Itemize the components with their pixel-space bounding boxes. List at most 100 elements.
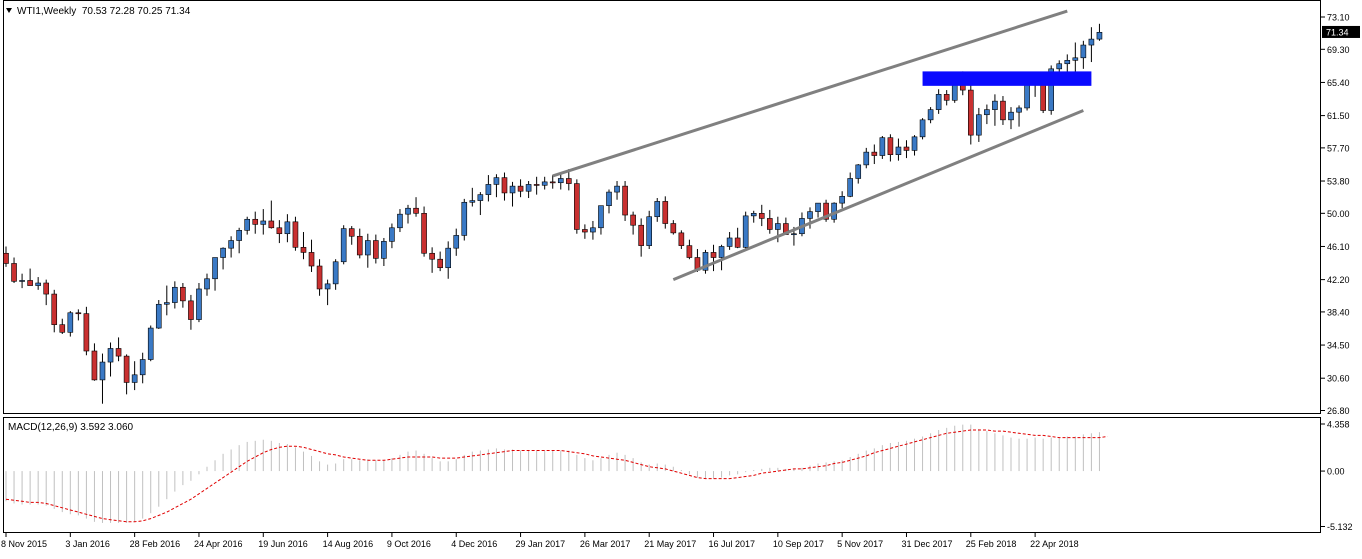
candle (742, 211, 749, 250)
candle (172, 281, 178, 309)
candle (718, 244, 725, 271)
candle (453, 228, 460, 256)
bull-candle-body (750, 213, 757, 217)
candle (228, 236, 234, 258)
bear-candle-body (316, 265, 323, 290)
chart-title: WTI1,Weekly 70.53 72.28 70.25 71.34 (17, 6, 191, 17)
macd-tick-label: 0.00 (1327, 467, 1345, 477)
candle (565, 169, 572, 191)
candle (670, 220, 677, 235)
bear-candle-body (630, 214, 636, 226)
bear-candle-body (356, 235, 363, 256)
bull-candle-body (1048, 68, 1054, 111)
bull-candle-body (1072, 57, 1079, 61)
bear-candle-body (887, 137, 894, 155)
candle (807, 207, 813, 229)
candle (67, 311, 74, 337)
bull-candle-body (863, 151, 870, 166)
candle (75, 309, 82, 321)
triangle-down-icon[interactable] (6, 8, 12, 13)
candle (244, 216, 250, 235)
bear-candle-body (734, 237, 741, 248)
candle (260, 209, 267, 235)
candle (196, 283, 202, 323)
price-tick-label: 69.30 (1327, 45, 1350, 55)
candle (686, 239, 693, 260)
bull-candle-body (606, 191, 612, 206)
bull-candle-body (67, 312, 74, 333)
bull-candle-body (405, 207, 411, 215)
date-tick-label: 19 Jun 2016 (258, 539, 308, 549)
candle (123, 354, 130, 395)
date-tick-label: 8 Nov 2015 (1, 539, 47, 549)
candle (99, 353, 106, 404)
candle (766, 209, 773, 234)
bear-candle-body (421, 213, 427, 254)
bear-candle-body (188, 300, 194, 320)
candle (630, 211, 636, 235)
bear-candle-body (348, 228, 355, 237)
bear-candle-body (292, 221, 299, 248)
candle (590, 220, 596, 240)
price-tick-label: 34.50 (1327, 341, 1350, 351)
bear-candle-body (943, 94, 950, 101)
date-tick-label: 28 Feb 2016 (130, 539, 181, 549)
bull-candle-body (1088, 38, 1095, 46)
candle (348, 226, 355, 245)
bear-candle-body (766, 218, 773, 230)
bull-candle-body (726, 237, 733, 247)
bull-candle-body (702, 252, 709, 271)
bull-candle-body (493, 177, 500, 185)
candle (654, 198, 661, 222)
bear-candle-body (27, 280, 33, 286)
candle (115, 337, 122, 362)
bull-candle-body (445, 247, 452, 269)
candle (147, 325, 154, 362)
bear-candle-body (967, 89, 974, 136)
bull-candle-body (155, 303, 162, 329)
candle (911, 135, 918, 156)
candle (204, 273, 210, 296)
bull-candle-body (453, 235, 460, 249)
candle (662, 196, 669, 229)
date-tick-label: 22 Apr 2018 (1030, 539, 1079, 549)
bear-candle-body (180, 286, 186, 302)
bear-candle-body (582, 229, 588, 233)
candle (461, 198, 468, 241)
candle (726, 232, 733, 250)
bear-candle-body (758, 213, 765, 219)
bull-candle-body (895, 146, 902, 155)
candle (107, 342, 114, 377)
price-pane-frame (3, 0, 1321, 414)
bull-candle-body (598, 205, 604, 229)
bull-candle-body (646, 216, 653, 246)
candle (1088, 27, 1095, 63)
candle (477, 192, 484, 216)
bear-candle-body (43, 282, 50, 295)
candle (638, 218, 644, 257)
candle (525, 181, 532, 199)
date-tick-label: 26 Mar 2017 (580, 539, 631, 549)
candle (847, 172, 854, 198)
bull-candle-body (172, 286, 178, 303)
candle (871, 144, 878, 165)
candle (887, 134, 894, 162)
bull-candle-body (340, 228, 347, 263)
bull-candle-body (35, 282, 41, 286)
candle (155, 300, 162, 329)
candle (1000, 96, 1006, 125)
candle (469, 187, 476, 207)
candle (180, 283, 186, 308)
candle (316, 259, 323, 296)
candle (91, 343, 98, 381)
bull-candle-body (364, 240, 371, 256)
date-tick-label: 21 May 2017 (644, 539, 696, 549)
bull-candle-body (791, 233, 797, 236)
bull-candle-body (855, 164, 862, 179)
bull-candle-body (984, 109, 990, 116)
bull-candle-body (1024, 83, 1030, 109)
macd-signal-line (5, 429, 1108, 523)
bull-candle-body (131, 374, 138, 383)
bear-candle-body (437, 258, 443, 269)
